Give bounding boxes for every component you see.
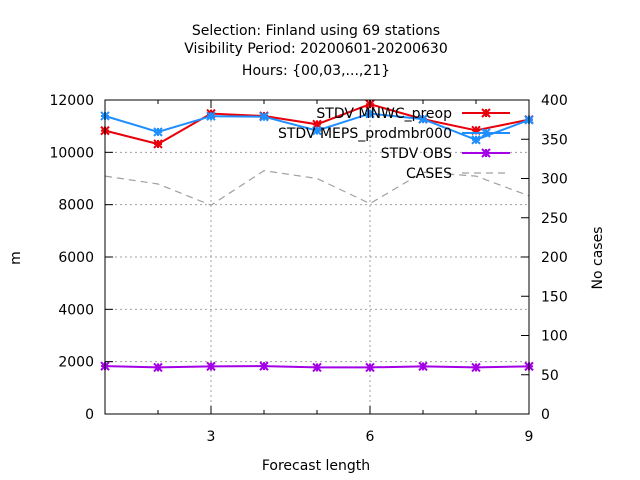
data-point-stroke: [206, 111, 216, 121]
y-tick-label: 8000: [58, 198, 94, 214]
y-tick-label: 2000: [58, 355, 94, 371]
chart-title: Selection: Finland using 69 stations Vis…: [184, 23, 448, 79]
data-point-stroke: [312, 125, 322, 136]
grid-lines: [105, 100, 529, 414]
data-point-stroke: [259, 112, 269, 122]
data-point-stroke: [312, 362, 322, 373]
title-line-2: Visibility Period: 20200601-20200630: [184, 41, 448, 57]
legend-entry: STDV MEPS_prodmbr000: [278, 126, 510, 142]
legend-entry: STDV OBS: [381, 146, 510, 162]
y2-tick-label: 400: [541, 93, 568, 109]
data-point: [312, 125, 322, 136]
data-point: [481, 108, 491, 118]
title-line-1: Selection: Finland using 69 stations: [192, 23, 440, 39]
data-point: [312, 362, 322, 373]
data-point-stroke: [153, 127, 163, 137]
y2-tick-label: 350: [541, 132, 568, 148]
x-tick-label: 9: [525, 429, 534, 445]
series-stdv-obs: [100, 361, 534, 373]
y2-tick-label: 50: [541, 368, 559, 384]
legend: STDV MNWC_preop STDV MEPS_prodmbr000 STDV …: [278, 106, 510, 182]
data-point: [153, 362, 163, 373]
data-point: [418, 114, 428, 124]
data-point: [153, 139, 163, 149]
data-point: [206, 361, 216, 372]
data-point-stroke: [481, 128, 491, 138]
series-stdv-meps-prodmbr000: [100, 108, 534, 145]
data-point-stroke: [259, 361, 269, 371]
data-point-stroke: [153, 362, 163, 373]
data-point-stroke: [206, 361, 216, 372]
data-point-stroke: [365, 362, 375, 373]
legend-label: STDV MNWC_preop: [316, 106, 452, 122]
series-cases: [104, 170, 530, 206]
x-tick-label: 3: [207, 429, 216, 445]
y2-tick-label: 300: [541, 172, 568, 188]
y2-tick-label: 200: [541, 250, 568, 266]
y-tick-label: 0: [85, 407, 94, 423]
data-point-stroke: [481, 108, 491, 118]
data-point: [471, 135, 481, 145]
data-point: [418, 361, 428, 372]
data-point: [471, 362, 481, 373]
y2-axis-label: No cases: [590, 227, 606, 290]
axis-ticks: 0 2000 4000 6000 8000 10000 12000 0 50 100 150 200 2…: [49, 93, 567, 445]
data-point: [206, 111, 216, 121]
y-tick-label: 6000: [58, 250, 94, 266]
x-tick-label: 6: [366, 429, 375, 445]
data-point-stroke: [365, 108, 375, 119]
y2-tick-label: 150: [541, 289, 568, 305]
data-point: [365, 108, 375, 119]
y-tick-label: 12000: [49, 93, 94, 109]
legend-label: CASES: [406, 166, 452, 182]
y-tick-label: 4000: [58, 302, 94, 318]
data-point-stroke: [418, 361, 428, 372]
series-layer: [100, 99, 534, 373]
data-point: [481, 128, 491, 138]
data-point: [153, 127, 163, 137]
data-point-stroke: [418, 114, 428, 124]
title-line-3: Hours: {00,03,...,21}: [242, 63, 390, 79]
legend-entry: STDV MNWC_preop: [316, 106, 510, 122]
data-point: [259, 361, 269, 371]
data-point: [481, 148, 491, 158]
legend-entry: CASES: [406, 166, 510, 182]
data-point-stroke: [471, 362, 481, 373]
legend-label: STDV MEPS_prodmbr000: [278, 126, 452, 142]
legend-label: STDV OBS: [381, 146, 452, 162]
series-line: [104, 170, 530, 206]
y2-tick-label: 250: [541, 211, 568, 227]
data-point: [365, 362, 375, 373]
y-axis-label: m: [8, 251, 24, 265]
y-tick-label: 10000: [49, 145, 94, 161]
data-point-stroke: [153, 139, 163, 149]
y2-tick-label: 100: [541, 329, 568, 345]
x-axis-label: Forecast length: [262, 458, 370, 474]
data-point-stroke: [471, 135, 481, 145]
y2-tick-label: 0: [541, 407, 550, 423]
data-point: [259, 112, 269, 122]
data-point-stroke: [481, 148, 491, 158]
